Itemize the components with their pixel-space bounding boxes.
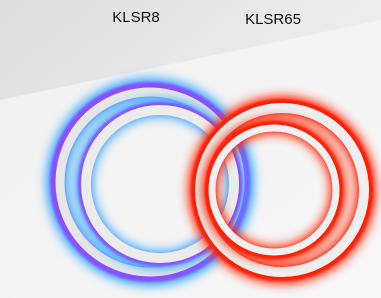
- illustration: KLSR8 KLSR65: [0, 0, 381, 298]
- label: KLSR8: [112, 9, 160, 26]
- label: KLSR65: [245, 11, 301, 28]
